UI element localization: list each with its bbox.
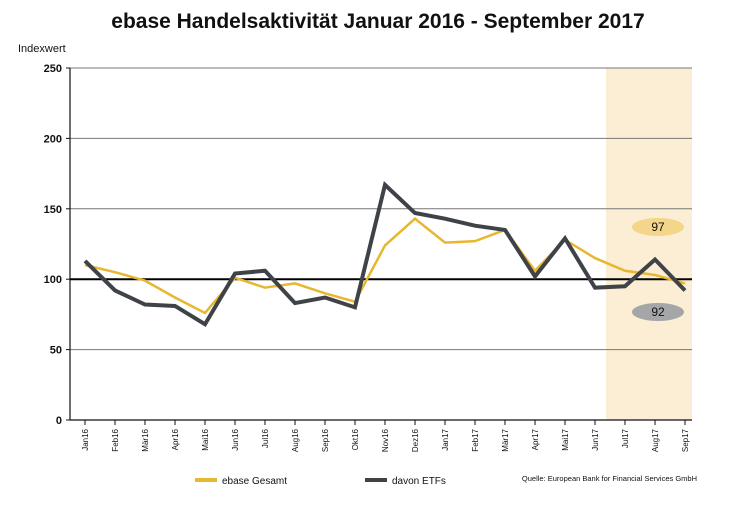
legend-swatch bbox=[365, 478, 387, 482]
legend-item: ebase Gesamt bbox=[195, 476, 287, 487]
x-tick-label: Sep16 bbox=[321, 428, 330, 452]
x-tick-label: Mär17 bbox=[501, 428, 510, 451]
x-tick-label: Jun17 bbox=[591, 428, 600, 450]
x-tick-label: Feb16 bbox=[111, 428, 120, 451]
x-tick-label: Okt16 bbox=[351, 428, 360, 450]
x-tick-label: Feb17 bbox=[471, 428, 480, 451]
value-bubble-label: 97 bbox=[651, 220, 665, 234]
series-line-ebase-gesamt bbox=[85, 219, 685, 313]
y-tick-label: 0 bbox=[56, 415, 62, 427]
y-tick-label: 100 bbox=[44, 274, 62, 286]
x-tick-label: Mär16 bbox=[141, 428, 150, 451]
y-tick-label: 250 bbox=[44, 63, 62, 75]
series-line-davon-etfs bbox=[85, 185, 685, 324]
legend-label: davon ETFs bbox=[392, 476, 446, 487]
legend-item: davon ETFs bbox=[365, 476, 446, 487]
x-tick-label: Mai17 bbox=[561, 428, 570, 450]
x-tick-label: Sep17 bbox=[681, 428, 690, 452]
x-tick-label: Jan17 bbox=[441, 428, 450, 450]
legend-swatch bbox=[195, 478, 217, 482]
x-tick-label: Jun16 bbox=[231, 428, 240, 450]
legend-label: ebase Gesamt bbox=[222, 476, 287, 487]
x-tick-label: Aug17 bbox=[651, 428, 660, 452]
highlight-region bbox=[606, 68, 692, 420]
value-bubble-label: 92 bbox=[651, 305, 665, 319]
y-tick-label: 200 bbox=[44, 133, 62, 145]
x-tick-label: Jan16 bbox=[81, 428, 90, 450]
y-tick-label: 50 bbox=[50, 345, 62, 357]
x-tick-label: Dez16 bbox=[411, 428, 420, 452]
x-tick-label: Jul16 bbox=[261, 428, 270, 448]
chart-title: ebase Handelsaktivität Januar 2016 - Sep… bbox=[111, 10, 644, 33]
y-tick-label: 150 bbox=[44, 204, 62, 216]
y-axis-label: Indexwert bbox=[18, 43, 66, 55]
x-tick-label: Aug16 bbox=[291, 428, 300, 452]
x-tick-label: Apr17 bbox=[531, 428, 540, 450]
x-tick-label: Apr16 bbox=[171, 428, 180, 450]
x-tick-label: Mai16 bbox=[201, 428, 210, 450]
source-note: Quelle: European Bank for Financial Serv… bbox=[522, 474, 697, 483]
x-tick-label: Nov16 bbox=[381, 428, 390, 452]
x-tick-label: Jul17 bbox=[621, 428, 630, 448]
